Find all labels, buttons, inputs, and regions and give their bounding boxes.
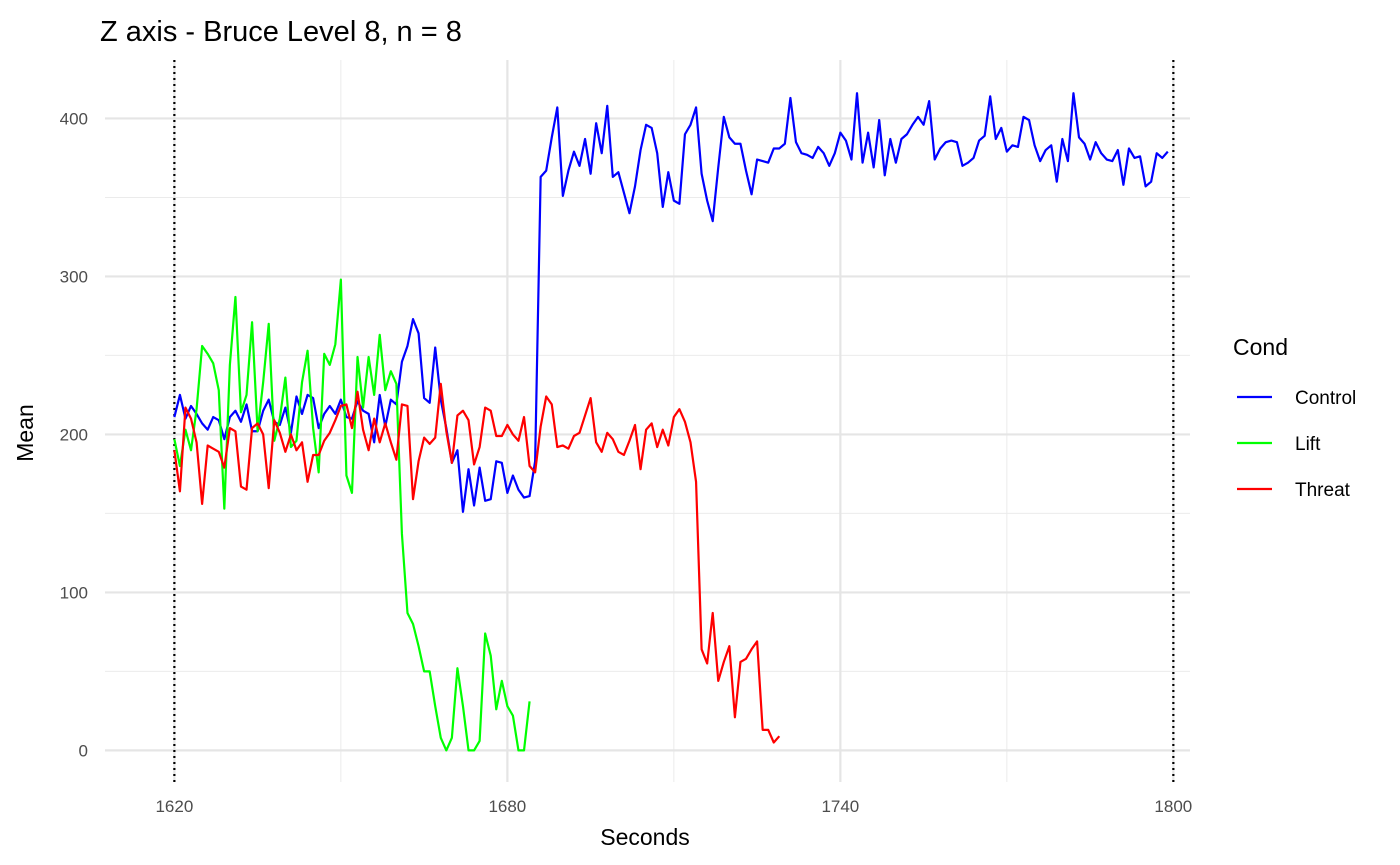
reference-lines (173, 60, 1175, 782)
legend-label-threat: Threat (1295, 480, 1351, 501)
series-line-lift (173, 278, 531, 752)
y-tick-labels: 0 100 200 300 400 (60, 109, 88, 760)
series-line-threat (173, 382, 781, 744)
minor-gridlines (105, 60, 1190, 782)
series-lines (173, 92, 1169, 752)
legend-title: Cond (1233, 334, 1288, 360)
x-tick-label: 1620 (155, 797, 193, 816)
y-tick-label: 100 (60, 583, 88, 602)
y-tick-label: 400 (60, 109, 88, 128)
legend: Cond Control Lift Threat (1233, 334, 1356, 501)
y-axis-title: Mean (12, 404, 38, 462)
x-tick-label: 1800 (1154, 797, 1192, 816)
y-tick-label: 200 (60, 425, 88, 444)
legend-label-control: Control (1295, 388, 1356, 409)
x-tick-label: 1740 (821, 797, 859, 816)
x-tick-label: 1680 (488, 797, 526, 816)
legend-label-lift: Lift (1295, 434, 1321, 455)
major-gridlines (105, 60, 1190, 782)
y-tick-label: 0 (79, 741, 88, 760)
chart-title: Z axis - Bruce Level 8, n = 8 (100, 16, 462, 48)
x-axis-title: Seconds (600, 824, 690, 850)
y-tick-label: 300 (60, 267, 88, 286)
series-line-control (173, 92, 1169, 513)
x-tick-labels: 1620 1680 1740 1800 (155, 797, 1192, 816)
